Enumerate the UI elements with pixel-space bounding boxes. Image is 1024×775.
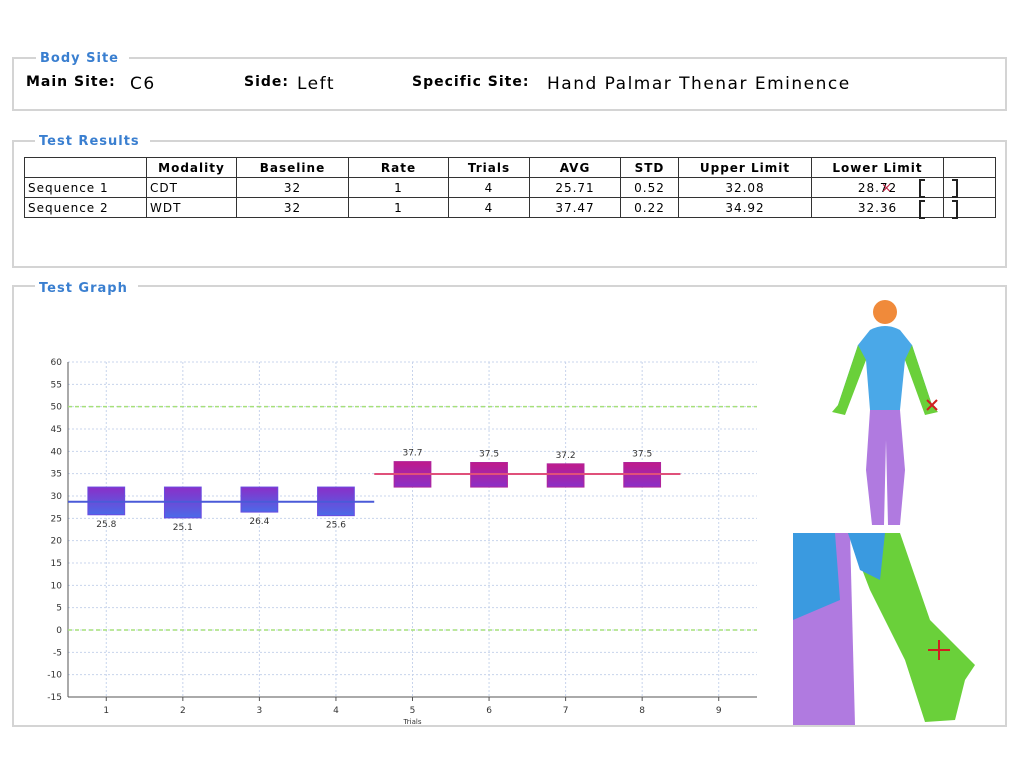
body-figure <box>832 300 938 525</box>
y-tick-label: 50 <box>51 403 63 413</box>
body-site-box <box>12 57 1007 111</box>
table-cell: 32 <box>236 197 349 218</box>
value: C6 <box>130 74 156 94</box>
section-title: Test Results <box>35 134 150 149</box>
label: Specific Site: <box>412 74 530 90</box>
bar <box>240 486 279 513</box>
x-tick-label: 4 <box>333 706 339 716</box>
y-tick-label: 35 <box>51 470 62 480</box>
header-cell: Trials <box>448 157 530 178</box>
x-tick-label: 8 <box>639 706 645 716</box>
y-tick-label: 25 <box>51 514 62 524</box>
value: Left <box>297 74 335 94</box>
x-tick-label: 3 <box>257 706 263 716</box>
value-label: 25.8 <box>96 520 116 530</box>
x-tick-label: 5 <box>410 706 416 716</box>
y-tick-label: 55 <box>51 380 62 390</box>
value-label: 37.2 <box>556 451 576 461</box>
value-label: 37.7 <box>402 449 422 459</box>
header-row: Modality Baseline Rate Trials AVG STD Upper Li… <box>24 157 996 178</box>
table-cell: Sequence 2 <box>24 197 147 218</box>
table-row: Sequence 2 WDT 32 1 4 37.47 0.22 34.92 32.36 <box>24 197 996 218</box>
value-label: 26.4 <box>249 517 269 527</box>
value-label: 25.6 <box>326 521 346 531</box>
test-graph-box <box>12 285 1007 727</box>
test-results-box <box>12 140 1007 268</box>
y-tick-label: -5 <box>53 648 62 658</box>
y-tick-label: 5 <box>56 604 62 614</box>
table-cell: WDT <box>146 197 237 218</box>
x-tick-label: 1 <box>103 706 109 716</box>
x-tick-label: 7 <box>563 706 569 716</box>
table-cell: 37.47 <box>529 197 621 218</box>
y-tick-label: 20 <box>51 537 63 547</box>
label: Side: <box>244 74 289 90</box>
y-tick-label: 10 <box>51 581 63 591</box>
value-label: 25.1 <box>173 523 193 533</box>
table-cell: 0.22 <box>620 197 679 218</box>
y-tick-label: 30 <box>51 492 63 502</box>
section-title: Test Graph <box>35 281 138 296</box>
y-tick-label: 60 <box>51 358 63 368</box>
value-label: 37.5 <box>632 450 652 460</box>
label: Main Site: <box>26 74 116 90</box>
y-tick-label: 40 <box>51 447 63 457</box>
x-axis-label: Trials <box>403 718 422 726</box>
table-cell: 4 <box>448 197 530 218</box>
x-tick-label: 6 <box>486 706 492 716</box>
arm-figure <box>793 533 975 725</box>
results-table: Modality Baseline Rate Trials AVG STD Upper Li… <box>24 157 996 218</box>
y-tick-label: 0 <box>56 626 62 636</box>
bar <box>546 463 585 488</box>
x-tick-label: 9 <box>716 706 722 716</box>
y-tick-label: 15 <box>51 559 62 569</box>
table-cell: 34.92 <box>678 197 812 218</box>
header-cell: Upper Limit <box>678 157 812 178</box>
table-cell: Sequence 1 <box>24 177 147 198</box>
y-tick-label: -15 <box>47 693 62 703</box>
value: Hand Palmar Thenar Eminence <box>547 74 851 94</box>
x-tick-label: 2 <box>180 706 186 716</box>
svg-text:×: × <box>881 181 892 196</box>
header-cell: Baseline <box>236 157 349 178</box>
y-tick-label: -10 <box>47 671 62 681</box>
table-cell: 32.36 <box>811 197 944 218</box>
header-cell: Lower Limit <box>811 157 944 178</box>
section-title: Body Site <box>36 51 129 66</box>
header-cell: AVG <box>529 157 621 178</box>
value-label: 37.5 <box>479 450 499 460</box>
table-markers: × <box>881 179 958 219</box>
y-tick-label: 45 <box>51 425 62 435</box>
